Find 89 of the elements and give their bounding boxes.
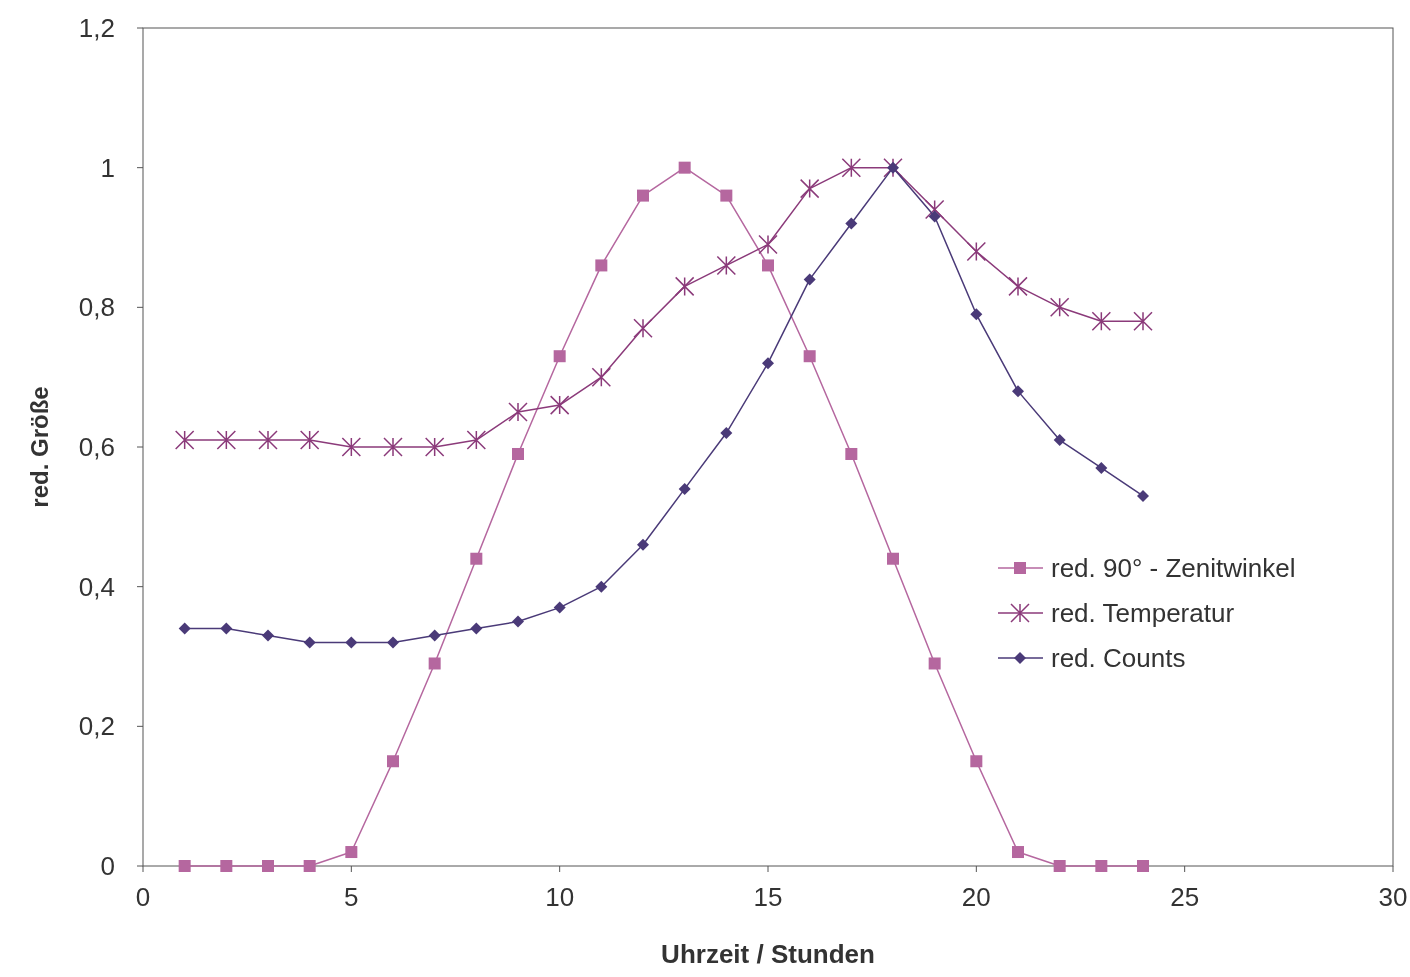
point [553, 350, 566, 363]
point [345, 846, 358, 859]
point [928, 657, 941, 670]
point [674, 276, 695, 297]
point [508, 402, 528, 422]
point [470, 552, 483, 565]
point [220, 860, 233, 872]
x-axis-title: Uhrzeit / Stunden [661, 939, 875, 969]
point [637, 189, 649, 202]
point [262, 629, 274, 642]
y-tick-label: 0,2 [78, 711, 115, 742]
point [928, 210, 941, 223]
point [1091, 311, 1112, 332]
x-tick-label: 25 [1170, 882, 1200, 912]
point [345, 636, 358, 649]
point [845, 217, 858, 230]
point [678, 161, 691, 174]
point [762, 259, 774, 272]
point [1095, 860, 1108, 872]
legend-label: red. 90° - Zenitwinkel [1051, 553, 1296, 584]
point [178, 622, 191, 635]
point [216, 430, 237, 450]
point [549, 395, 570, 415]
point [258, 430, 278, 450]
point [591, 367, 612, 387]
point [383, 437, 403, 457]
point [803, 273, 816, 286]
point [387, 755, 399, 768]
point [720, 427, 733, 440]
point [428, 657, 441, 670]
x-tick-label: 10 [545, 882, 575, 912]
point [512, 447, 524, 460]
point [262, 860, 274, 872]
point [466, 430, 487, 450]
legend-label: red. Counts [1051, 643, 1186, 674]
point [762, 357, 774, 370]
point [595, 259, 608, 272]
x-tick-label: 5 [344, 882, 359, 912]
point [220, 622, 233, 635]
point [174, 430, 195, 450]
x-tick-label: 30 [1378, 882, 1408, 912]
point [303, 860, 316, 872]
y-tick-label: 0 [100, 851, 115, 882]
point [970, 755, 983, 768]
point [841, 157, 862, 178]
point [887, 552, 899, 565]
point [512, 615, 524, 628]
y-tick-label: 1 [100, 152, 115, 183]
point [803, 350, 816, 363]
point [428, 629, 441, 642]
point [303, 636, 316, 649]
point [1133, 311, 1153, 332]
x-tick-label: 15 [753, 882, 783, 912]
point [553, 601, 566, 614]
point [633, 318, 653, 339]
point [1053, 434, 1066, 447]
point [678, 482, 691, 495]
point [1137, 860, 1149, 872]
point [720, 189, 733, 202]
x-tick-label: 20 [961, 882, 991, 912]
point [1095, 461, 1108, 474]
y-tick-label: 1,2 [78, 13, 115, 44]
point [799, 178, 820, 199]
x-tick-label: 0 [135, 882, 151, 912]
y-tick-label: 0,6 [78, 432, 115, 463]
point [1008, 276, 1028, 297]
point [1137, 489, 1149, 502]
point [595, 580, 608, 593]
legend-label: red. Temperatur [1051, 598, 1235, 629]
point [387, 636, 399, 649]
point [637, 538, 649, 551]
point [424, 437, 445, 457]
point [341, 437, 362, 457]
point [1012, 846, 1024, 859]
point [845, 447, 858, 460]
point [924, 199, 945, 220]
point [1012, 385, 1024, 398]
point [716, 255, 737, 276]
point [470, 622, 483, 635]
point [178, 860, 191, 872]
point [970, 308, 983, 321]
point [1049, 297, 1070, 318]
point [758, 234, 778, 255]
point [1053, 860, 1066, 872]
point [966, 241, 987, 262]
y-tick-label: 0,8 [78, 292, 115, 323]
y-tick-label: 0,4 [78, 571, 115, 602]
point [299, 430, 320, 450]
y-axis-title: red. Größe [26, 386, 53, 508]
